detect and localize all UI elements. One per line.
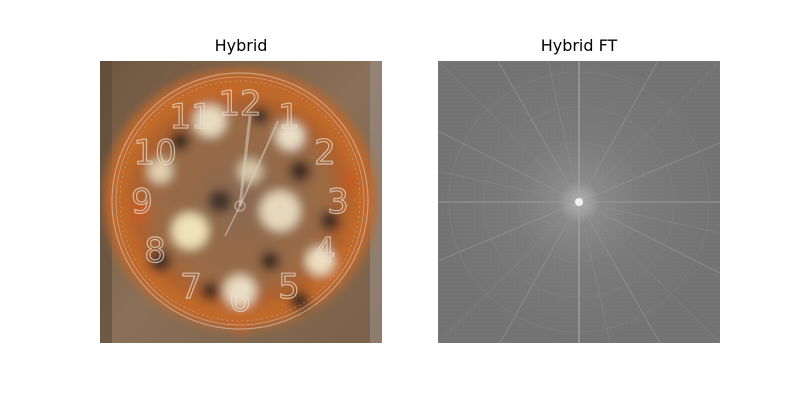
clock-numeral: 5 (278, 267, 300, 307)
clock-numeral: 7 (180, 267, 202, 307)
clock-numeral: 3 (327, 182, 349, 222)
clock-numeral: 1 (278, 97, 300, 137)
hybrid-ft-image (438, 61, 720, 343)
clock-numeral: 8 (144, 231, 166, 271)
clock-numeral: 2 (314, 133, 336, 173)
ft-dc-peak (575, 198, 583, 206)
hybrid-image: 12 1 2 3 4 5 6 7 8 9 10 11 (100, 61, 382, 343)
clock-numeral: 6 (229, 280, 251, 320)
hybrid-title: Hybrid (214, 36, 268, 55)
clock-numeral: 10 (133, 133, 176, 173)
clock-numeral: 12 (218, 84, 261, 124)
ft-rings (448, 71, 710, 333)
clock-numeral: 9 (131, 182, 153, 222)
hybrid-ft-title: Hybrid FT (540, 36, 618, 55)
hybrid-ft-svg (438, 61, 720, 343)
clock-numeral: 4 (314, 231, 336, 271)
clock-overlay (111, 72, 369, 330)
clock-numeral: 11 (169, 97, 212, 137)
